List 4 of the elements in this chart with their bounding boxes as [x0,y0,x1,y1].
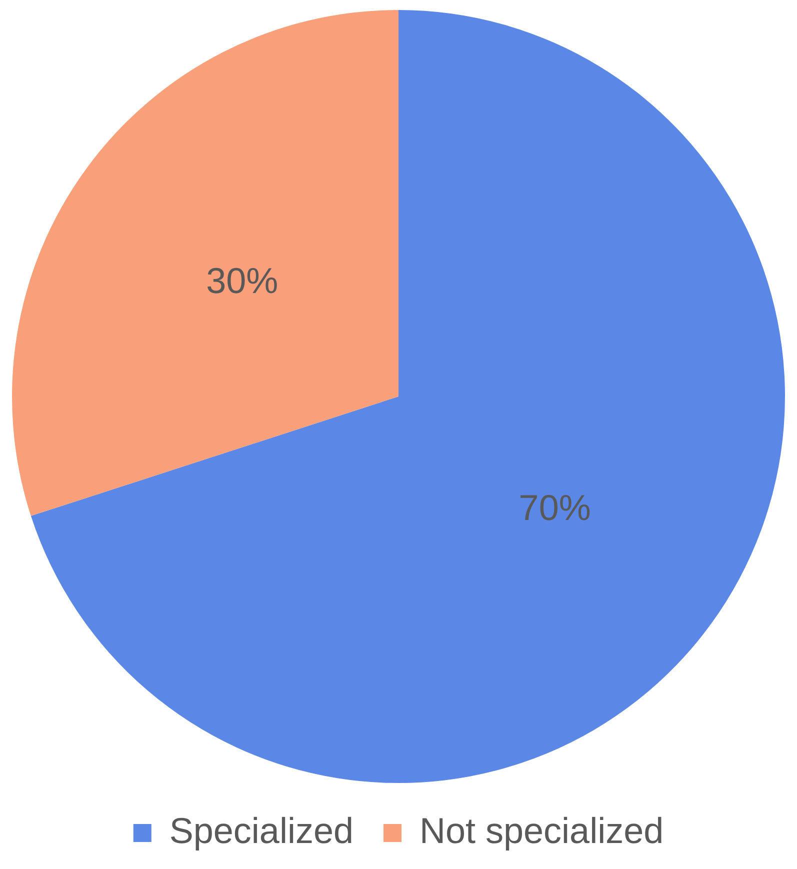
data-label: 30% [206,260,278,301]
legend-label: Specialized [169,810,354,851]
data-label: 70% [518,487,591,528]
legend-label: Not specialized [419,810,664,851]
